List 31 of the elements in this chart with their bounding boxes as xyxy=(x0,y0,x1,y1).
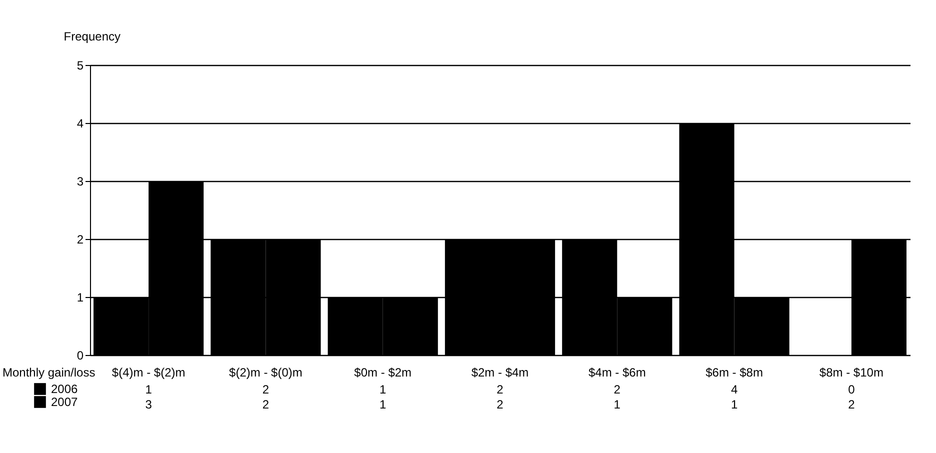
y-tick-label: 4 xyxy=(76,116,84,130)
data-label: 1 xyxy=(614,398,621,412)
y-tick-label: 3 xyxy=(76,174,84,188)
x-axis-title: Monthly gain/loss xyxy=(2,366,96,380)
x-tick-label: $(2)m - $(0)m xyxy=(229,366,302,380)
legend-label: 2006 xyxy=(51,382,78,396)
legend-label: 2007 xyxy=(51,395,78,409)
x-tick-label: $6m - $8m xyxy=(706,366,763,380)
data-label: 2 xyxy=(848,398,856,412)
data-label: 1 xyxy=(380,382,387,396)
data-label: 2 xyxy=(496,382,504,396)
x-tick-label: $0m - $2m xyxy=(354,366,412,380)
y-tick-label: 1 xyxy=(76,290,84,304)
y-axis-title: Frequency xyxy=(64,30,120,44)
data-label: 0 xyxy=(848,382,856,396)
y-tick-label: 2 xyxy=(76,232,84,246)
data-label: 2 xyxy=(262,382,270,396)
data-label: 1 xyxy=(380,398,387,412)
data-label: 4 xyxy=(730,382,738,396)
data-label: 2 xyxy=(614,382,621,396)
x-tick-label: $2m - $4m xyxy=(471,366,529,380)
data-label: 1 xyxy=(730,398,738,412)
data-label: 2 xyxy=(262,398,270,412)
x-tick-label: $(4)m - $(2)m xyxy=(112,366,186,380)
x-tick-label: $4m - $6m xyxy=(588,366,646,380)
data-label: 3 xyxy=(145,398,152,412)
y-tick-label: 0 xyxy=(76,348,84,362)
data-label: 1 xyxy=(145,382,152,396)
y-tick-label: 5 xyxy=(76,58,84,72)
data-label: 2 xyxy=(496,398,504,412)
x-tick-label: $8m - $10m xyxy=(819,366,884,380)
